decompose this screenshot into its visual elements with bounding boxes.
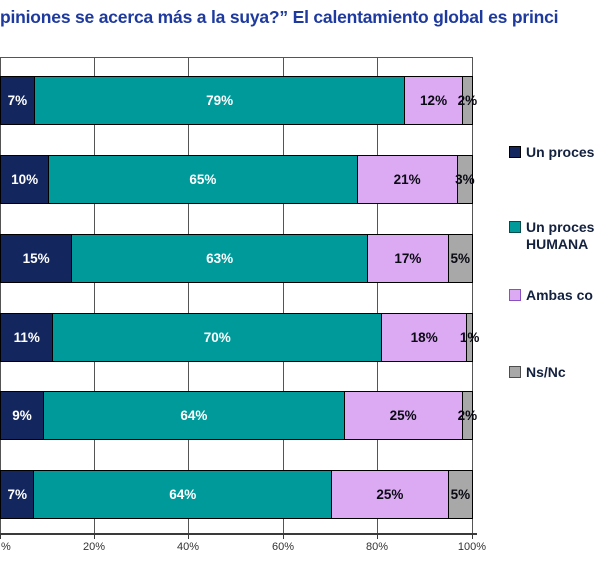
bar-segment-series-2: 70% — [52, 313, 383, 362]
bar-segment-value-label: 12% — [420, 92, 448, 108]
axis-tick-label: 40% — [176, 541, 200, 553]
bar-segment-value-label: 7% — [7, 92, 28, 108]
stacked-bar-row: 15% 63% 17% 5% — [0, 234, 474, 283]
bar-segment-value-label: 15% — [22, 250, 50, 266]
bar-segment-series-2: 64% — [43, 391, 345, 440]
bar-segment-series-3: 25% — [330, 470, 449, 519]
stacked-bar-row: 11% 70% 18% 1% — [0, 313, 479, 362]
bar-segment-value-label: 3% — [455, 171, 475, 187]
legend-swatch-icon — [509, 366, 521, 378]
bar-segment-series-4: 3% — [455, 155, 475, 204]
bar-segment-value-label: 79% — [206, 92, 234, 108]
legend-label: Un proces — [526, 144, 595, 160]
stacked-bar-row: 10% 65% 21% 3% — [0, 155, 475, 204]
axis-tick — [0, 533, 1, 539]
bar-segment-value-label: 2% — [457, 92, 478, 108]
bar-segment-value-label: 63% — [206, 250, 234, 266]
bar-segment-value-label: 17% — [394, 250, 422, 266]
axis-tick-label: 80% — [365, 541, 389, 553]
axis-tick-label: 60% — [271, 541, 295, 553]
bar-segment-value-label: 10% — [11, 171, 39, 187]
gridline — [94, 58, 95, 534]
stacked-bar-row: 9% 64% 25% 2% — [0, 391, 477, 440]
bar-segment-series-1: 7% — [0, 470, 35, 519]
bar-segment-value-label: 65% — [189, 171, 217, 187]
bar-segment-series-3: 21% — [356, 155, 458, 204]
axis-tick-label: 20% — [82, 541, 106, 553]
legend-item: Un proces — [509, 144, 594, 161]
bar-segment-value-label: 5% — [450, 250, 471, 266]
axis-tick — [283, 533, 284, 539]
bar-segment-series-1: 11% — [0, 313, 54, 362]
gridline — [283, 58, 284, 534]
bar-segment-series-3: 17% — [367, 234, 449, 283]
axis-tick — [94, 533, 95, 539]
bar-segment-series-4: 5% — [447, 470, 473, 519]
bar-segment-value-label: 70% — [203, 329, 231, 345]
chart-title: piniones se acerca más a la suya?” El ca… — [0, 7, 559, 27]
bar-segment-value-label: 11% — [13, 329, 40, 345]
legend-item: Ns/Nc — [509, 364, 566, 381]
legend-item: Un proces HUMANA — [509, 219, 594, 253]
bar-segment-series-1: 10% — [0, 155, 50, 204]
gridline — [0, 58, 1, 534]
bar-segment-series-2: 65% — [48, 155, 358, 204]
stacked-bar-row: 7% 79% 12% 2% — [0, 76, 477, 125]
bar-segment-series-4: 5% — [447, 234, 474, 283]
axis-tick-label: 100% — [457, 541, 487, 553]
plot-area: 7% 79% 12% 2% 10% 65% 21% 3% 15% 63% 17% 5% 11% 70% 18… — [0, 57, 479, 534]
legend-swatch-icon — [509, 146, 521, 158]
bar-segment-value-label: 25% — [389, 407, 417, 423]
gridline — [472, 58, 473, 534]
legend-label: Ns/Nc — [526, 364, 566, 380]
bar-segment-value-label: 9% — [12, 407, 32, 423]
legend-item: Ambas co — [509, 287, 593, 304]
legend-swatch-icon — [509, 289, 521, 301]
axis-tick — [188, 533, 189, 539]
bar-segment-value-label: 25% — [376, 486, 404, 502]
bar-segment-value-label: 2% — [457, 407, 478, 423]
bar-segment-value-label: 5% — [450, 486, 471, 502]
bar-segment-series-3: 25% — [343, 391, 463, 440]
bar-segment-series-4: 1% — [460, 313, 479, 362]
bar-segment-value-label: 21% — [393, 171, 421, 187]
bar-segment-series-2: 64% — [33, 470, 332, 519]
bar-segment-series-1: 9% — [0, 391, 45, 440]
bar-segment-series-2: 63% — [71, 234, 369, 283]
legend-swatch-icon — [509, 221, 521, 233]
bar-segment-series-4: 2% — [458, 391, 477, 440]
bar-segment-series-3: 18% — [381, 313, 468, 362]
bar-segment-series-1: 15% — [0, 234, 73, 283]
bar-segment-value-label: 7% — [7, 486, 27, 502]
legend-label: Ambas co — [526, 287, 593, 303]
bar-segment-value-label: 18% — [410, 329, 438, 345]
bar-segment-value-label: 64% — [169, 486, 197, 502]
axis-tick — [377, 533, 378, 539]
x-axis-line — [0, 533, 477, 535]
bar-segment-series-4: 2% — [458, 76, 477, 125]
bar-segment-value-label: 64% — [180, 407, 208, 423]
gridline — [188, 58, 189, 534]
bar-segment-value-label: 1% — [459, 329, 480, 345]
axis-tick — [472, 533, 473, 539]
gridline — [377, 58, 378, 534]
bar-segment-series-1: 7% — [0, 76, 35, 125]
bar-segment-series-2: 79% — [33, 76, 406, 125]
bar-segment-series-3: 12% — [404, 76, 463, 125]
stacked-bar-row: 7% 64% 25% 5% — [0, 470, 473, 519]
legend-label: Un proces HUMANA — [526, 219, 595, 252]
axis-tick-label: % — [1, 541, 11, 553]
